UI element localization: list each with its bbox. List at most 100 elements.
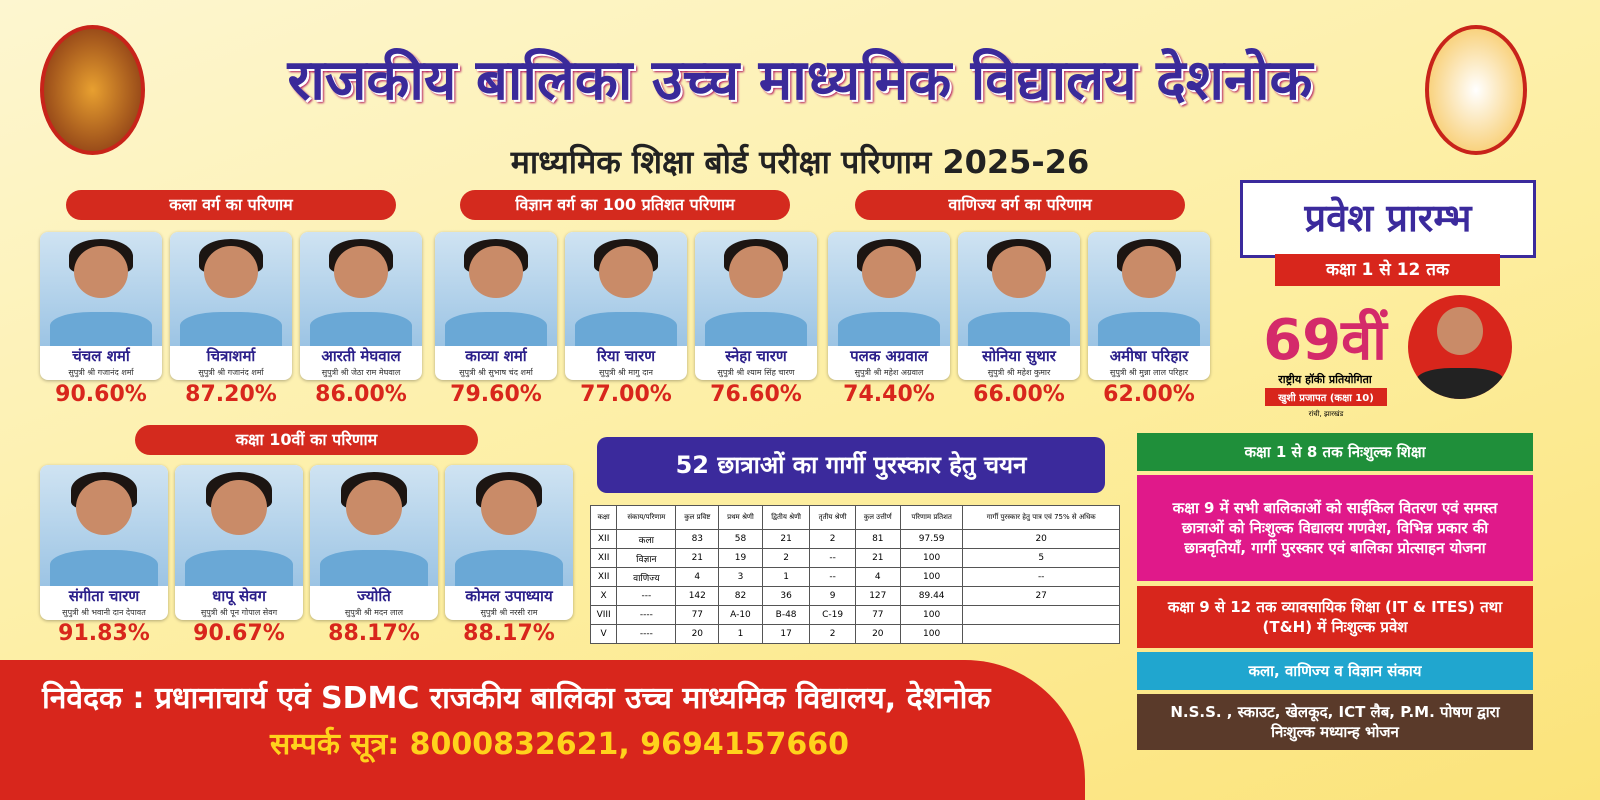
student-card: सोनिया सुथार सुपुत्री श्री महेश कुमार (958, 232, 1080, 380)
photo-body (574, 311, 678, 346)
feature-box: कक्षा 1 से 8 तक निःशुल्क शिक्षा (1137, 433, 1533, 471)
table-cell: 21 (675, 548, 720, 568)
student-photo (565, 232, 687, 346)
table-header-cell: प्रथम श्रेणी (718, 505, 763, 530)
table-row: XII वाणिज्य 4 3 1 -- 4 100 -- (589, 567, 1120, 587)
student-percent: 76.60% (710, 382, 802, 407)
table-cell: 81 (854, 529, 901, 549)
school-title: राजकीय बालिका उच्च माध्यमिक विद्यालय देश… (287, 48, 1313, 113)
photo-head (599, 245, 653, 299)
admission-classes: कक्षा 1 से 12 तक (1275, 254, 1500, 286)
student-name: कोमल उपाध्याय (465, 587, 553, 605)
table-cell: 100 (899, 624, 964, 644)
table-cell (962, 624, 1120, 644)
footer-band (0, 660, 1085, 800)
table-cell: 127 (854, 586, 901, 606)
photo-body (1097, 311, 1201, 346)
photo-head (345, 479, 403, 536)
table-cell: 58 (718, 529, 763, 549)
table-header-cell: परिणाम प्रतिशत (899, 505, 964, 530)
student-photo (300, 232, 422, 346)
student-photo (828, 232, 950, 346)
table-cell: -- (962, 567, 1120, 587)
section-heading: कला वर्ग का परिणाम (66, 190, 396, 220)
table-cell: -- (809, 567, 856, 587)
student-photo (1088, 232, 1210, 346)
exam-subtitle: माध्यमिक शिक्षा बोर्ड परीक्षा परिणाम 202… (510, 143, 1090, 181)
student-parent: सुपुत्री श्री मदन लाल (344, 608, 404, 617)
photo-head (75, 479, 133, 536)
feature-box: N.S.S. , स्काउट, खेलकूद, ICT लैब, P.M. प… (1137, 694, 1533, 750)
footer-contact: सम्पर्क सूत्र: 8000832621, 9694157660 (270, 727, 849, 762)
student-percent: 87.20% (185, 382, 277, 407)
table-cell: 100 (899, 548, 964, 568)
achievement-event: राष्ट्रीय हॉकी प्रतियोगिता (1278, 373, 1372, 386)
table-cell: 21 (761, 529, 811, 549)
table-cell: XII (589, 529, 618, 549)
table-cell: विज्ञान (616, 548, 677, 568)
student-photo (175, 465, 303, 586)
student-percent: 88.17% (463, 621, 555, 646)
photo-body (49, 311, 153, 346)
photo-body (837, 311, 941, 346)
player-photo (1408, 295, 1512, 399)
table-cell: 27 (962, 586, 1120, 606)
student-name: पलक अग्रवाल (850, 347, 928, 365)
table-cell: 1 (761, 567, 811, 587)
table-cell: 89.44 (899, 586, 964, 606)
table-cell: V (589, 624, 618, 644)
photo-body (967, 311, 1071, 346)
table-cell: ---- (616, 624, 677, 644)
student-percent: 90.60% (55, 382, 147, 407)
table-cell: 17 (761, 624, 811, 644)
table-header-cell: द्वितीय श्रेणी (761, 505, 811, 530)
section-heading: विज्ञान वर्ग का 100 प्रतिशत परिणाम (460, 190, 790, 220)
student-name: अमीषा परिहार (1109, 347, 1189, 365)
table-row: X --- 142 82 36 9 127 89.44 27 (589, 586, 1120, 606)
student-parent: सुपुत्री श्री गजानंद शर्मा (198, 368, 264, 377)
student-percent: 88.17% (328, 621, 420, 646)
student-parent: सुपुत्री श्री मागु दान (599, 368, 653, 377)
table-cell: --- (616, 586, 677, 606)
photo-head (1122, 245, 1176, 299)
table-header-cell: संकाय/परिणाम (616, 505, 677, 530)
table-header-row: कक्षा संकाय/परिणाम कुल प्रविष्ट प्रथम श्रेण… (589, 505, 1120, 530)
photo-body (455, 549, 563, 586)
student-card: चंचल शर्मा सुपुत्री श्री गजानंद शर्मा (40, 232, 162, 380)
student-percent: 62.00% (1103, 382, 1195, 407)
table-header-cell: कुल प्रविष्ट (675, 505, 720, 530)
photo-head (210, 479, 268, 536)
achievement-student: खुशी प्रजापत (कक्षा 10) (1265, 388, 1387, 406)
footer-appeal: निवेदक : प्रधानाचार्य एवं SDMC राजकीय बा… (42, 681, 991, 716)
feature-box: कला, वाणिज्य व विज्ञान संकाय (1137, 652, 1533, 690)
photo-head (469, 245, 523, 299)
table-row: VIII ---- 77 A-10 B-48 C-19 77 100 (589, 605, 1120, 625)
table-cell: 1 (718, 624, 763, 644)
student-name: संगीता चारण (68, 587, 140, 605)
table-cell: 3 (718, 567, 763, 587)
table-cell: 77 (675, 605, 720, 625)
table-cell: 9 (809, 586, 856, 606)
result-table: कक्षा संकाय/परिणाम कुल प्रविष्ट प्रथम श्रेण… (589, 505, 1120, 644)
photo-head (992, 245, 1046, 299)
table-cell: 21 (854, 548, 901, 568)
student-parent: सुपुत्री श्री पून गोपाल सेवग (200, 608, 278, 617)
student-name: स्नेहा चारण (725, 347, 787, 365)
student-parent: सुपुत्री श्री श्याम सिंह चारण (717, 368, 795, 377)
student-card: पलक अग्रवाल सुपुत्री श्री महेश अग्रवाल (828, 232, 950, 380)
student-percent: 77.00% (580, 382, 672, 407)
table-cell: 2 (809, 529, 856, 549)
student-photo (310, 465, 438, 586)
table-cell: XII (589, 567, 618, 587)
student-name: ज्योति (357, 587, 391, 605)
table-row: XII कला 83 58 21 2 81 97.59 20 (589, 529, 1120, 549)
table-cell: 20 (675, 624, 720, 644)
student-photo (40, 232, 162, 346)
table-cell: वाणिज्य (616, 567, 677, 587)
student-card: स्नेहा चारण सुपुत्री श्री श्याम सिंह चारण (695, 232, 817, 380)
photo-head (729, 245, 783, 299)
feature-box: कक्षा 9 से 12 तक व्यावसायिक शिक्षा (IT &… (1137, 586, 1533, 648)
table-cell: 20 (962, 529, 1120, 549)
student-photo (170, 232, 292, 346)
